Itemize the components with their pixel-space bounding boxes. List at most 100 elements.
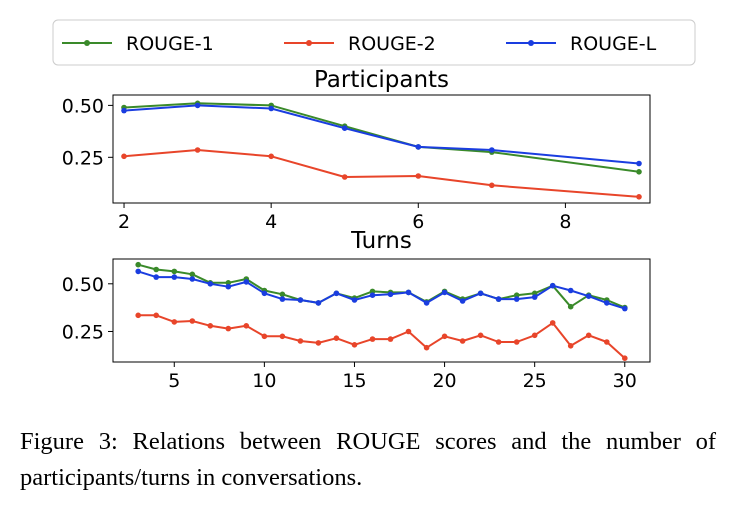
turns-x-tick-label: 25 xyxy=(523,370,547,392)
turns-rouge-l-point xyxy=(531,294,538,300)
turns-x-tick-label: 5 xyxy=(168,370,180,392)
figure: ROUGE-1 ROUGE-2 ROUGE-L Participants 2 4 6 8 0.… xyxy=(52,19,696,392)
participants-rouge-2-point xyxy=(341,174,348,180)
turns-rouge-l-point xyxy=(495,296,502,302)
participants-rouge-l-line xyxy=(123,104,640,165)
legend-label-rouge-l: ROUGE-L xyxy=(570,33,657,55)
turns-rouge-l-point xyxy=(279,296,286,302)
turns-rouge-1-point xyxy=(135,261,141,268)
turns-y-tick-label: 0.25 xyxy=(62,321,104,343)
participants-y-tick-label: 0.50 xyxy=(62,95,104,117)
turns-rouge-2-point xyxy=(441,333,448,340)
turns-rouge-l-point xyxy=(622,305,628,312)
turns-rouge-1-point xyxy=(279,291,286,298)
turns-rouge-2-point xyxy=(423,344,430,351)
participants-rouge-2-point xyxy=(194,147,201,153)
participants-y-tick-label: 0.25 xyxy=(62,147,104,169)
turns-rouge-l-point xyxy=(333,290,340,297)
turns-rouge-2-point xyxy=(567,343,574,349)
legend-frame xyxy=(52,19,696,66)
turns-rouge-2-point xyxy=(243,323,250,329)
turns-rouge-2-point xyxy=(261,333,268,340)
participants-panel: Participants 2 4 6 8 0.25 0.50 xyxy=(62,67,651,233)
turns-rouge-2-point xyxy=(495,339,502,345)
turns-rouge-2-point xyxy=(405,328,412,335)
turns-rouge-1-line xyxy=(137,263,626,309)
turns-rouge-2-point xyxy=(549,320,556,326)
participants-x-tick-label: 2 xyxy=(118,211,130,233)
turns-y-tick-label: 0.50 xyxy=(62,274,104,296)
turns-rouge-l-point xyxy=(513,296,520,302)
turns-rouge-1-point xyxy=(189,271,196,278)
participants-rouge-l-point xyxy=(415,144,422,150)
participants-x-tick-label: 6 xyxy=(412,211,424,233)
turns-rouge-2-line xyxy=(138,314,626,359)
turns-rouge-1-point xyxy=(153,266,159,273)
turns-rouge-2-point xyxy=(351,342,358,348)
turns-rouge-l-point xyxy=(135,268,141,275)
turns-rouge-l-point xyxy=(549,282,556,289)
turns-rouge-l-point xyxy=(225,283,232,290)
turns-rouge-l-point xyxy=(153,274,159,280)
turns-rouge-1-point xyxy=(513,292,520,299)
participants-rouge-l-point xyxy=(489,147,495,153)
participants-rouge-2-point xyxy=(489,182,495,189)
turns-rouge-2-point xyxy=(477,332,484,339)
turns-rouge-1-point xyxy=(567,303,574,310)
participants-rouge-2-point xyxy=(636,194,642,200)
turns-rouge-l-point xyxy=(477,290,484,297)
turns-rouge-2-point xyxy=(171,319,178,325)
turns-rouge-l-point xyxy=(315,300,322,306)
turns-title: Turns xyxy=(350,228,412,254)
turns-rouge-l-point xyxy=(567,287,574,294)
participants-rouge-2-point xyxy=(268,153,275,160)
participants-title: Participants xyxy=(314,67,449,93)
turns-rouge-2-point xyxy=(225,325,232,332)
turns-x-tick-label: 10 xyxy=(252,370,276,392)
turns-x-tick-label: 30 xyxy=(613,370,637,392)
turns-rouge-l-line xyxy=(137,270,626,310)
turns-rouge-2-point xyxy=(459,338,466,344)
legend-label-rouge-1: ROUGE-1 xyxy=(126,33,214,55)
turns-rouge-2-point xyxy=(369,336,376,342)
turns-rouge-2-point xyxy=(604,339,610,345)
turns-rouge-2-point xyxy=(153,312,159,319)
figure-caption: Figure 3: Relations between ROUGE scores… xyxy=(20,428,716,491)
turns-rouge-l-point xyxy=(369,292,376,299)
turns-rouge-1-point xyxy=(225,280,232,286)
turns-rouge-l-point xyxy=(604,300,610,306)
turns-rouge-l-point xyxy=(405,289,412,296)
participants-x-tick-label: 8 xyxy=(559,211,571,233)
turns-rouge-l-point xyxy=(423,300,430,306)
turns-rouge-l-point xyxy=(207,281,214,287)
participants-x-tick-label: 4 xyxy=(265,211,277,233)
turns-rouge-2-point xyxy=(622,355,628,362)
legend: ROUGE-1 ROUGE-2 ROUGE-L xyxy=(52,19,696,66)
turns-rouge-l-point xyxy=(261,290,268,297)
turns-rouge-l-point xyxy=(387,291,394,298)
turns-rouge-2-point xyxy=(135,312,141,319)
turns-rouge-2-point xyxy=(531,332,538,339)
turns-rouge-2-point xyxy=(207,323,214,329)
participants-axes-frame xyxy=(112,94,651,204)
turns-rouge-l-point xyxy=(585,293,592,300)
legend-marker-rouge-1 xyxy=(84,40,90,46)
legend-marker-rouge-2 xyxy=(306,40,312,46)
participants-rouge-l-point xyxy=(341,125,348,131)
turns-rouge-2-point xyxy=(585,332,592,339)
turns-rouge-2-point xyxy=(279,333,286,340)
turns-rouge-2-point xyxy=(387,336,394,342)
turns-rouge-l-point xyxy=(441,289,448,296)
turns-rouge-l-point xyxy=(459,298,466,304)
turns-rouge-l-point xyxy=(297,297,304,303)
participants-rouge-1-point xyxy=(636,169,642,175)
participants-rouge-2-point xyxy=(415,173,422,179)
participants-rouge-l-point xyxy=(194,102,201,109)
turns-axes-frame xyxy=(112,258,651,363)
turns-rouge-2-point xyxy=(513,339,520,345)
turns-panel: Turns 5 10 15 20 25 30 0.25 0.50 xyxy=(62,228,651,392)
turns-rouge-l-point xyxy=(351,297,358,303)
turns-x-tick-label: 15 xyxy=(342,370,366,392)
legend-label-rouge-2: ROUGE-2 xyxy=(348,33,436,55)
turns-rouge-l-point xyxy=(171,274,178,280)
